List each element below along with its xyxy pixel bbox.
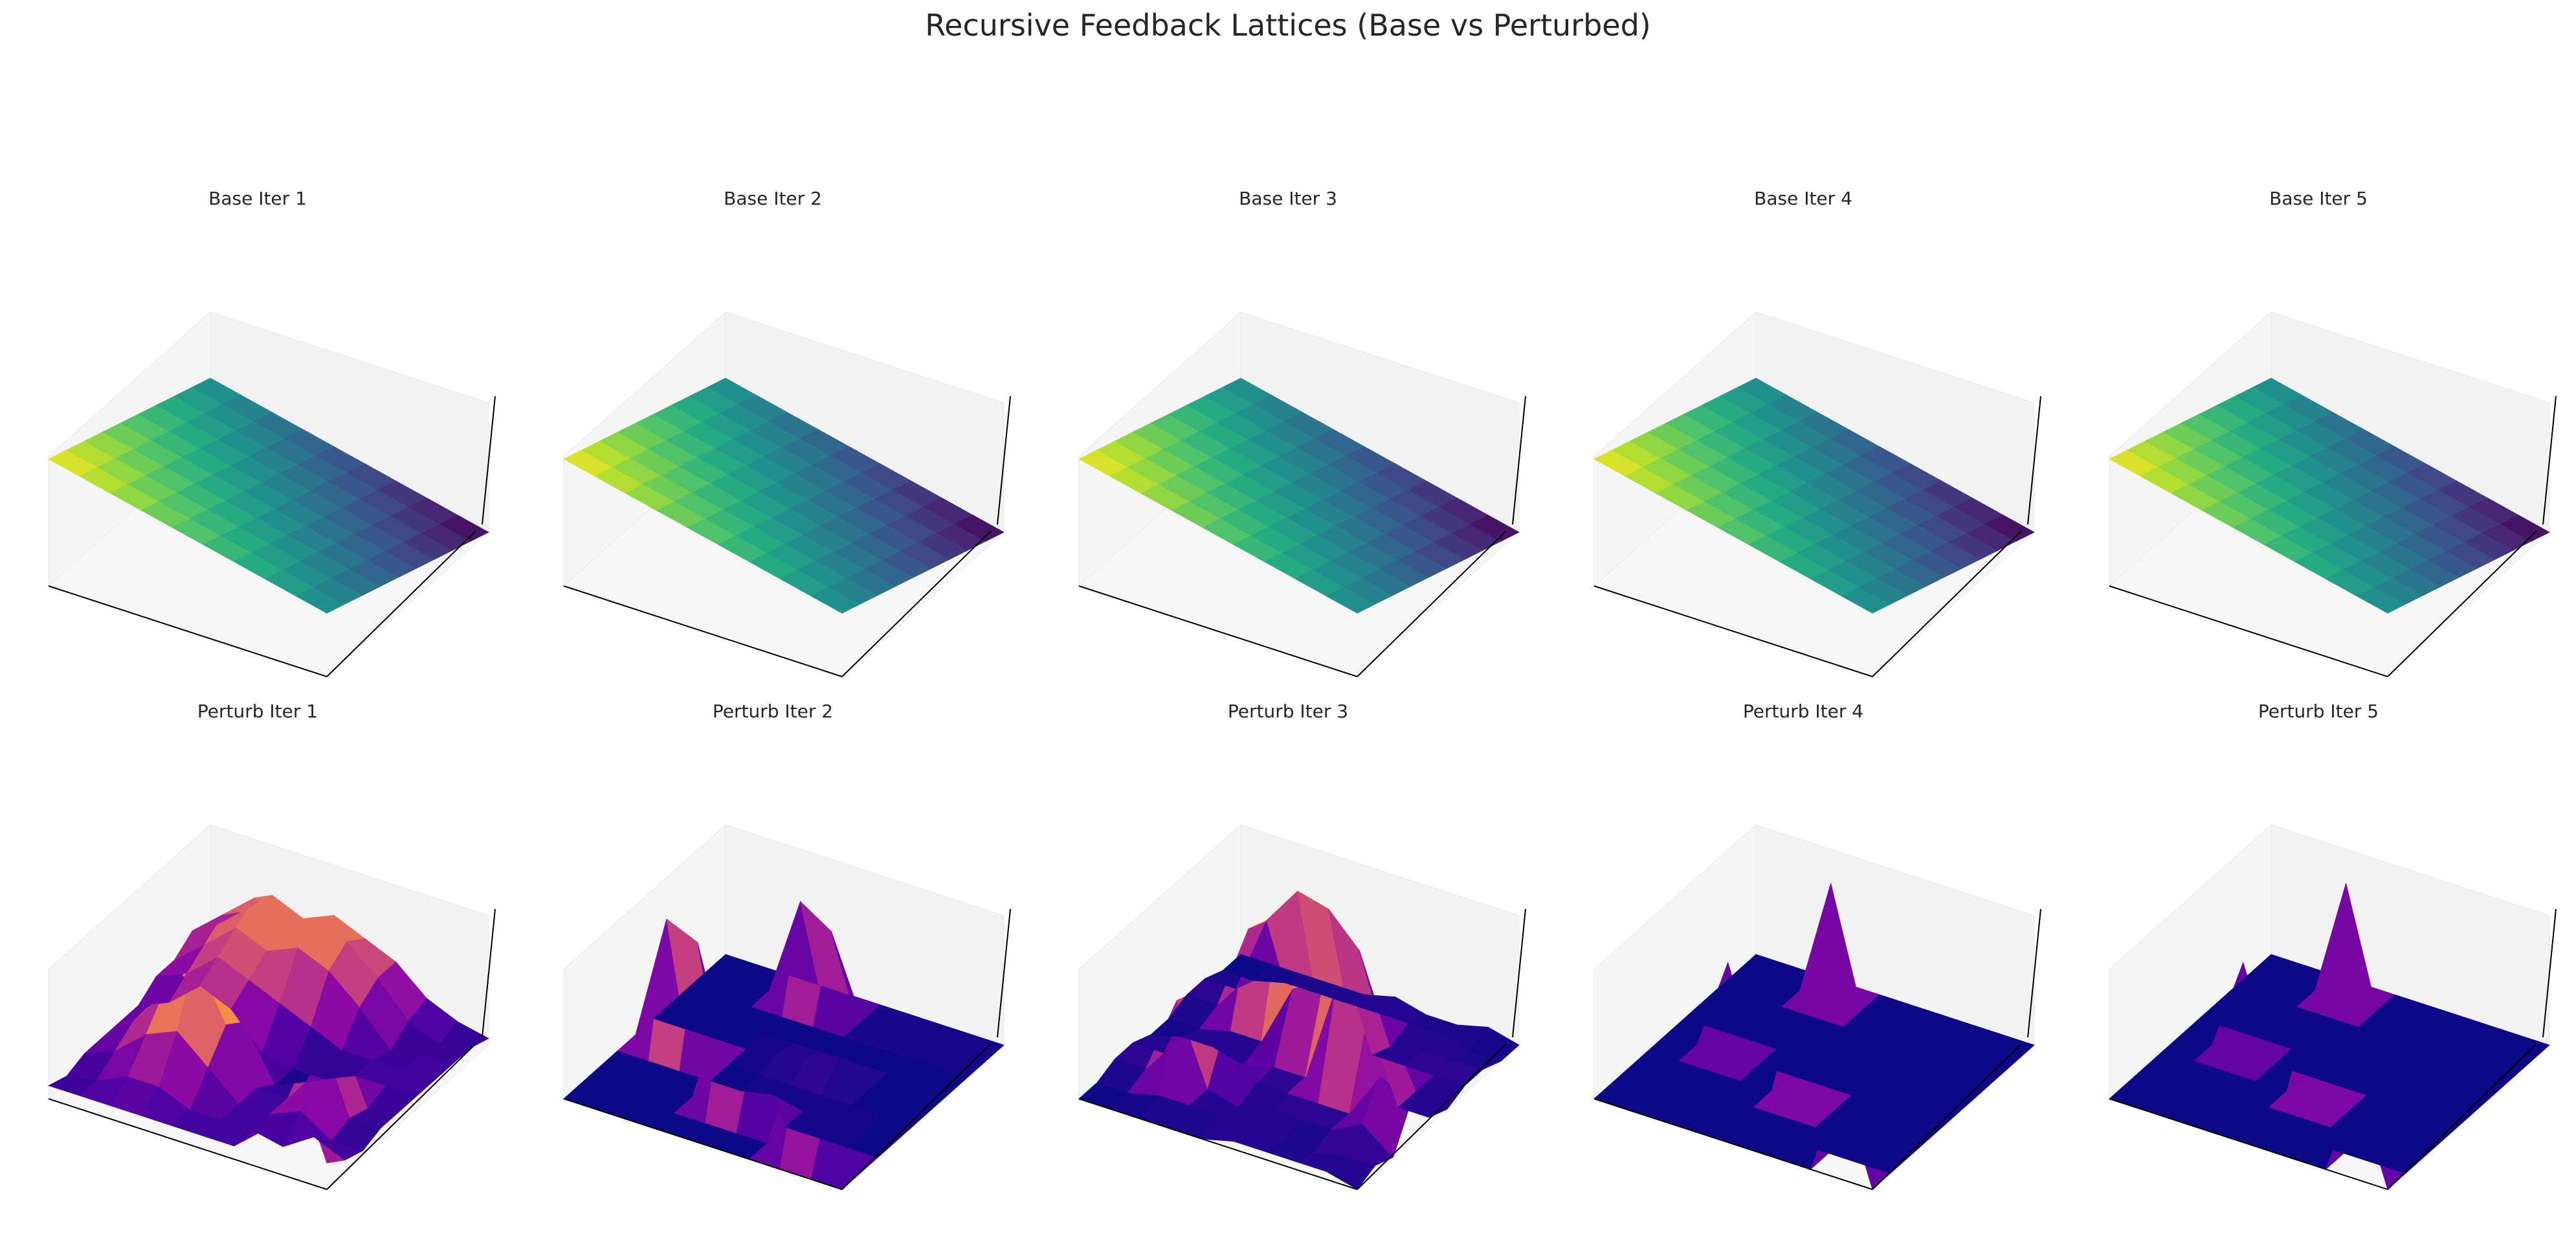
surface-plot	[2109, 824, 2557, 1190]
x-axis-line	[1593, 585, 1873, 677]
z-axis-line	[2542, 908, 2557, 1038]
z-axis-line	[997, 908, 1011, 1038]
surface-plot	[1593, 824, 2041, 1190]
surface-face	[439, 1021, 489, 1048]
surface-face	[439, 515, 489, 542]
y-axis-line	[2387, 530, 2537, 677]
z-axis-line	[2542, 396, 2557, 525]
surface-plot	[1593, 311, 2041, 677]
z-axis-line	[1512, 396, 1526, 525]
surface-plot	[1078, 824, 1526, 1190]
z-axis-line	[482, 396, 496, 525]
x-axis-line	[1593, 1098, 1873, 1190]
surface-plot	[1078, 311, 1526, 677]
z-axis-line	[482, 908, 496, 1038]
subplot-title: Base Iter 5	[2269, 188, 2368, 209]
y-axis-line	[1357, 1043, 1507, 1190]
y-axis-line	[2387, 1043, 2537, 1190]
x-axis-line	[1078, 585, 1358, 677]
x-axis-line	[2109, 1098, 2388, 1190]
y-axis-line	[1872, 530, 2022, 677]
subplot-panel: Base Iter 1	[0, 188, 515, 699]
y-axis-line	[1357, 530, 1507, 677]
surface-face	[954, 515, 1005, 542]
subplot-title: Base Iter 3	[1239, 188, 1337, 209]
surface-plot	[2109, 311, 2557, 677]
y-axis-line	[841, 530, 992, 677]
x-axis-line	[48, 1098, 328, 1190]
figure-title: Recursive Feedback Lattices (Base vs Per…	[925, 8, 1651, 43]
surface-face	[954, 1034, 1005, 1062]
subplot-title: Base Iter 4	[1754, 188, 1852, 209]
subplot-panel: Perturb Iter 4	[1546, 701, 2061, 1212]
surface-plot	[563, 311, 1011, 677]
surface-face	[2500, 1034, 2550, 1062]
x-axis-line	[563, 585, 843, 677]
subplot-panel: Base Iter 5	[2061, 188, 2576, 699]
surface-face	[1984, 515, 2035, 542]
surface-face	[1469, 515, 1520, 542]
subplot-panel: Perturb Iter 1	[0, 701, 515, 1212]
subplot-panel: Perturb Iter 2	[515, 701, 1030, 1212]
surface-plot	[47, 824, 496, 1190]
subplot-panel: Base Iter 3	[1030, 188, 1546, 699]
y-axis-line	[326, 530, 476, 677]
subplot-title: Perturb Iter 1	[197, 701, 318, 722]
surface-face	[1984, 1034, 2035, 1062]
surface-plot	[563, 824, 1011, 1190]
x-axis-line	[563, 1098, 843, 1190]
subplot-title: Perturb Iter 4	[1742, 701, 1864, 722]
z-axis-line	[997, 396, 1011, 525]
y-axis-line	[841, 1043, 992, 1190]
subplot-title: Base Iter 1	[208, 188, 307, 209]
surface-face	[1469, 1026, 1520, 1062]
subplot-panel: Base Iter 2	[515, 188, 1030, 699]
surface-face	[2500, 515, 2550, 542]
subplot-panel: Perturb Iter 5	[2061, 701, 2576, 1212]
subplot-panel: Base Iter 4	[1546, 188, 2061, 699]
subplot-title: Base Iter 2	[724, 188, 822, 209]
y-axis-line	[1872, 1043, 2022, 1190]
z-axis-line	[2027, 908, 2041, 1038]
x-axis-line	[48, 585, 328, 677]
subplot-title: Perturb Iter 3	[1227, 701, 1349, 722]
z-axis-line	[1512, 908, 1526, 1038]
x-axis-line	[1078, 1098, 1358, 1190]
y-axis-line	[326, 1043, 476, 1190]
subplot-title: Perturb Iter 5	[2258, 701, 2379, 722]
x-axis-line	[2109, 585, 2388, 677]
subplot-panel: Perturb Iter 3	[1030, 701, 1546, 1212]
subplot-title: Perturb Iter 2	[712, 701, 834, 722]
surface-plot	[48, 311, 496, 677]
z-axis-line	[2027, 396, 2041, 525]
